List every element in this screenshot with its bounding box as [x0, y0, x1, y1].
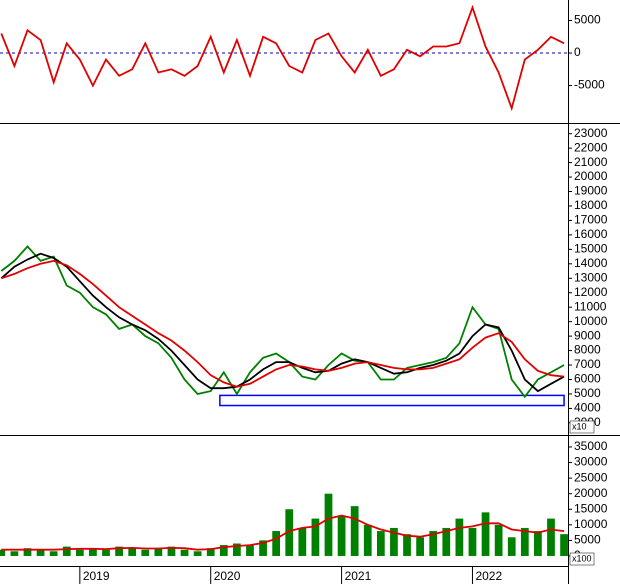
volume-bar: [10, 551, 19, 556]
volume-bar: [403, 534, 411, 556]
volume-bar: [180, 549, 189, 556]
y-tick-label: 5000: [574, 13, 601, 27]
volume-bar: [455, 518, 464, 556]
scale-note-box: [569, 420, 595, 434]
volume-bar: [416, 537, 424, 556]
y-tick-label: 15000: [574, 242, 608, 256]
volume-bar: [36, 549, 45, 556]
y-tick-label: 23000: [574, 126, 608, 140]
y-tick-label: 20000: [574, 486, 608, 500]
scale-note: x100: [572, 553, 592, 563]
volume-bar: [285, 509, 294, 556]
volume-bar: [390, 527, 398, 556]
scale-note-box: [569, 552, 595, 566]
x-tick-label: 2021: [345, 569, 372, 583]
volume-bar: [442, 527, 451, 556]
volume-bar: [0, 549, 6, 556]
volume-bar: [193, 551, 202, 556]
support-zone: [219, 394, 565, 407]
volume-bar: [520, 527, 529, 556]
y-tick-label: 16000: [574, 227, 608, 241]
volume-bar: [89, 548, 97, 556]
y-tick-label: 35000: [574, 439, 608, 453]
y-tick-label: 5000: [574, 386, 601, 400]
y-tick-label: 4000: [574, 401, 601, 415]
volume-bar: [102, 549, 110, 556]
y-tick-label: 0: [574, 45, 581, 59]
y-tick-label: 14000: [574, 256, 608, 270]
y-tick-label: 7000: [574, 357, 601, 371]
volume-bar: [324, 493, 333, 556]
volume-bar: [337, 515, 346, 556]
y-tick-label: 22000: [574, 140, 608, 154]
volume-bar: [481, 512, 490, 556]
y-tick-label: 25000: [574, 470, 608, 484]
volume-bar: [494, 524, 503, 556]
volume-bar: [219, 545, 228, 556]
y-tick-label: 30000: [574, 455, 608, 469]
volume-bar: [23, 548, 32, 556]
series-line: [0, 4, 565, 112]
volume-bar: [154, 548, 163, 556]
volume-bar: [141, 549, 150, 556]
y-tick-label: 5000: [574, 533, 601, 547]
volume-bar: [560, 534, 568, 556]
volume-bar: [534, 531, 542, 556]
volume-bar: [429, 531, 438, 556]
volume-bar: [75, 549, 84, 556]
volume-bar: [298, 527, 307, 556]
volume-bar: [206, 548, 215, 556]
y-tick-label: 6000: [574, 372, 601, 386]
y-tick-label: 13000: [574, 270, 608, 284]
volume-bar: [468, 527, 477, 556]
volume-bar: [507, 537, 516, 556]
volume-bar: [363, 524, 372, 556]
volume-bar: [272, 531, 281, 556]
x-tick-label: 2022: [475, 569, 502, 583]
series-line: [0, 252, 565, 393]
y-tick-label: 11000: [574, 299, 607, 313]
y-tick-label: 15000: [574, 501, 608, 515]
y-tick-label: -5000: [574, 78, 605, 92]
y-tick-label: 10000: [574, 314, 608, 328]
volume-bar: [547, 518, 555, 556]
volume-bar: [128, 548, 137, 556]
scale-note: x10: [572, 421, 587, 431]
y-tick-label: 20000: [574, 169, 608, 183]
volume-bar: [376, 531, 385, 556]
volume-bar: [311, 518, 320, 556]
series-line: [1, 514, 565, 551]
x-tick-label: 2019: [83, 569, 110, 583]
y-tick-label: 21000: [574, 155, 608, 169]
volume-bar: [115, 546, 123, 556]
volume-bar: [233, 543, 241, 556]
series-line: [1, 259, 565, 388]
x-tick-label: 2020: [214, 569, 241, 583]
volume-bar: [259, 540, 267, 556]
y-tick-label: 8000: [574, 343, 601, 357]
volume-bar: [350, 506, 359, 556]
y-tick-label: 18000: [574, 198, 608, 212]
y-tick-label: 17000: [574, 213, 608, 227]
y-tick-label: 9000: [574, 328, 601, 342]
volume-bar: [246, 545, 254, 556]
volume-bar: [49, 551, 58, 556]
y-tick-label: 19000: [574, 184, 608, 198]
y-tick-label: 12000: [574, 285, 608, 299]
volume-bar: [62, 546, 71, 556]
y-tick-label: 10000: [574, 517, 608, 531]
series-line: [0, 245, 565, 399]
volume-bar: [167, 546, 176, 556]
